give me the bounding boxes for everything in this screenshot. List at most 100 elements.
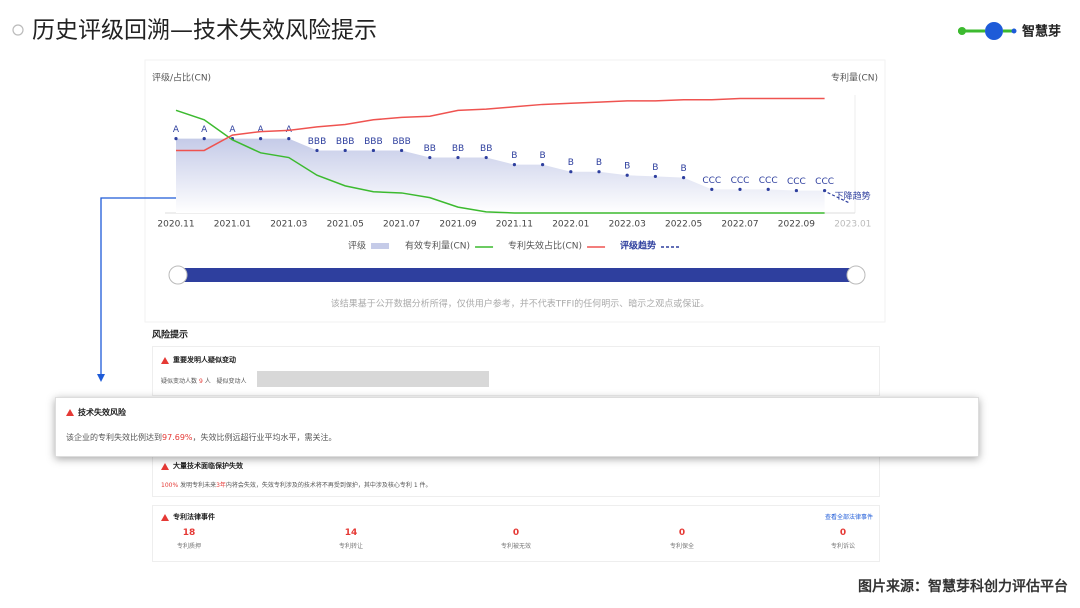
x-tick-label: 2021.01 (214, 220, 251, 230)
rating-point (653, 174, 658, 179)
trend-dash (827, 192, 849, 204)
rating-label: B (568, 158, 574, 168)
highlight: 3年 (216, 482, 226, 489)
rating-point (794, 188, 799, 193)
x-tick-label: 2021.11 (496, 220, 533, 230)
legend-swatch (371, 243, 390, 249)
slider-handle[interactable] (168, 265, 188, 285)
highlight: 100% (161, 482, 179, 489)
panel-text: 该企业的专利失效比例达到97.69%，失效比例远超行业平均水平，需关注。 (66, 432, 337, 443)
rating-point (456, 155, 460, 160)
text: 疑似变动人 (216, 378, 247, 385)
x-tick-label: 2022.03 (609, 220, 646, 230)
x-tick-label: 2020.11 (157, 220, 194, 230)
stat-label: 专利转让 (338, 543, 363, 550)
legend-label: 评级 (348, 240, 366, 252)
warning-icon (66, 409, 74, 416)
legend-label: 评级趋势 (620, 240, 656, 252)
panel-title: 重要发明人疑似变动 (161, 355, 236, 365)
x-tick-label: 2021.05 (327, 220, 364, 230)
rating-point (202, 137, 206, 141)
panel-text: 疑似变动人数 9 人 疑似变动人 (161, 376, 246, 385)
rating-point (400, 148, 404, 153)
x-tick-label: 2022.09 (778, 220, 815, 230)
rating-point (738, 187, 742, 191)
x-tick-label: 2023.01 (834, 220, 871, 230)
text: 该企业的专利失效比例达到 (66, 433, 162, 442)
rating-point (343, 148, 347, 153)
highlight: 97.69% (162, 433, 193, 442)
highlighted-risk-card: 技术失效风险 该企业的专利失效比例达到97.69%，失效比例远超行业平均水平，需… (55, 397, 979, 457)
rating-point (428, 155, 432, 160)
rating-label: CCC (815, 177, 834, 187)
warning-icon (161, 356, 169, 364)
stat-value: 0 (678, 528, 686, 538)
rating-label: B (596, 158, 602, 168)
legal-stat: 0 专利诉讼 (803, 528, 883, 550)
logo-dot (1011, 28, 1017, 34)
chart-frame (144, 59, 886, 323)
text: ，失效比例远超行业平均水平，需关注。 (192, 433, 337, 442)
page-title: 历史评级回溯—技术失效风险提示 (32, 18, 377, 44)
stat-label: 专利质押 (176, 543, 201, 550)
risk-panel: 大量技术面临保护失效 100% 发明专利未来3年内将会失效，失效专利涉及的技术将… (152, 455, 880, 497)
rating-label: BB (424, 144, 436, 154)
stat-value: 0 (512, 528, 520, 538)
redaction (257, 371, 489, 387)
rating-label: A (201, 125, 208, 135)
legal-stat: 0 专利被无效 (476, 528, 556, 550)
view-all-link[interactable]: 查看全部法律事件 (824, 514, 873, 521)
rating-label: BBB (364, 137, 383, 147)
text: 内将会失效，失效专利涉及的技术将不再受到保护，其中涉及核心专利 1 件。 (225, 482, 432, 489)
series-line (176, 97, 825, 152)
risk-panel: 专利法律事件 查看全部法律事件 18 专利质押 14 专利转让 0 专利被无效 0 专利保全 0… (152, 505, 880, 562)
rating-point (766, 187, 770, 191)
title-text: 专利法律事件 (173, 513, 215, 521)
rating-label: CCC (787, 177, 806, 187)
stat-value: 18 (182, 528, 196, 538)
rating-point (625, 173, 629, 177)
rating-label: A (229, 125, 236, 135)
arrow-head (97, 374, 105, 382)
warning-icon (161, 513, 169, 521)
legal-stat: 0 专利保全 (642, 528, 722, 550)
rating-label: A (173, 125, 180, 135)
count: 9 (198, 378, 203, 385)
rating-point (512, 163, 517, 167)
rating-label: BBB (392, 137, 411, 147)
trend-label: 下降趋势 (835, 190, 871, 202)
text: 人 (204, 378, 211, 385)
panel-title: 技术失效风险 (66, 407, 126, 418)
rating-label: CCC (702, 176, 721, 186)
panel-text: 100% 发明专利未来3年内将会失效，失效专利涉及的技术将不再受到保护，其中涉及… (161, 480, 432, 489)
rating-label: A (258, 125, 265, 135)
rating-label: BB (480, 144, 492, 154)
rating-point (823, 188, 827, 193)
legend-label: 有效专利量(CN) (405, 240, 470, 252)
x-tick-label: 2022.05 (665, 220, 702, 230)
logo-text: 智慧芽 (1022, 24, 1061, 40)
x-tick-label: 2021.07 (383, 220, 420, 230)
rating-label: B (511, 151, 517, 161)
y-axis-label: 评级/占比(CN) (152, 72, 211, 84)
slider-handle[interactable] (846, 265, 866, 285)
rating-label: CCC (731, 176, 750, 186)
title-text: 重要发明人疑似变动 (173, 356, 236, 364)
rating-label: BB (452, 144, 464, 154)
legal-stat: 14 专利转让 (311, 528, 391, 550)
logo-dot (958, 27, 966, 35)
stat-value: 0 (839, 528, 847, 538)
rating-point (710, 187, 714, 191)
rating-point (371, 148, 375, 153)
series-line (175, 109, 825, 214)
risk-heading: 风险提示 (152, 329, 188, 341)
rating-point (597, 170, 601, 174)
legal-stat: 18 专利质押 (149, 528, 229, 550)
x-tick-label: 2021.03 (270, 220, 307, 230)
risk-panel: 重要发明人疑似变动 疑似变动人数 9 人 疑似变动人 (152, 346, 880, 396)
rating-label: BBB (308, 137, 327, 147)
rating-point (174, 137, 178, 141)
logo-circle (985, 22, 1003, 40)
rating-label: B (624, 162, 630, 172)
